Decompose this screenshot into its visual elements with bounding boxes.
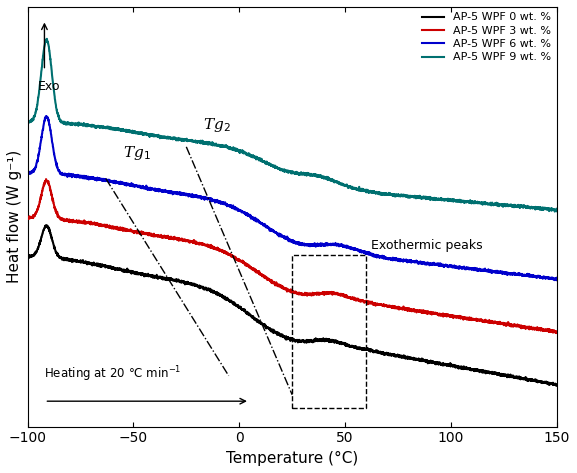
AP-5 WPF 9 wt. % — [85, 122, 92, 128]
AP-5 WPF 3 wt. % — [553, 330, 560, 336]
Line: AP-5 WPF 3 wt. %: AP-5 WPF 3 wt. % — [28, 179, 557, 333]
AP-5 WPF 0 wt. % — [553, 383, 560, 388]
AP-5 WPF 6 wt. % — [85, 174, 92, 179]
Text: Tg$_2$: Tg$_2$ — [203, 116, 231, 134]
AP-5 WPF 0 wt. % — [85, 260, 92, 265]
AP-5 WPF 9 wt. % — [43, 36, 50, 42]
Line: AP-5 WPF 6 wt. %: AP-5 WPF 6 wt. % — [28, 116, 557, 280]
Y-axis label: Heat flow (W g⁻¹): Heat flow (W g⁻¹) — [7, 150, 22, 283]
AP-5 WPF 3 wt. % — [43, 176, 50, 182]
AP-5 WPF 9 wt. % — [227, 145, 234, 150]
Line: AP-5 WPF 9 wt. %: AP-5 WPF 9 wt. % — [28, 39, 557, 211]
AP-5 WPF 0 wt. % — [43, 222, 50, 228]
AP-5 WPF 9 wt. % — [543, 206, 550, 212]
AP-5 WPF 6 wt. % — [116, 180, 123, 185]
AP-5 WPF 9 wt. % — [553, 208, 560, 214]
Text: Exo: Exo — [38, 79, 61, 93]
AP-5 WPF 3 wt. % — [85, 220, 92, 226]
Text: Tg$_1$: Tg$_1$ — [123, 144, 151, 162]
AP-5 WPF 6 wt. % — [250, 216, 257, 221]
AP-5 WPF 6 wt. % — [553, 278, 560, 283]
Text: Heating at 20 °C min$^{-1}$: Heating at 20 °C min$^{-1}$ — [44, 364, 182, 384]
AP-5 WPF 0 wt. % — [543, 380, 550, 385]
AP-5 WPF 9 wt. % — [116, 127, 123, 132]
AP-5 WPF 0 wt. % — [553, 383, 560, 388]
AP-5 WPF 0 wt. % — [227, 299, 234, 305]
AP-5 WPF 9 wt. % — [24, 119, 31, 125]
AP-5 WPF 6 wt. % — [24, 169, 31, 175]
AP-5 WPF 9 wt. % — [551, 209, 558, 214]
AP-5 WPF 0 wt. % — [24, 253, 31, 258]
AP-5 WPF 6 wt. % — [543, 274, 550, 280]
AP-5 WPF 9 wt. % — [250, 153, 257, 158]
AP-5 WPF 6 wt. % — [486, 269, 493, 274]
AP-5 WPF 6 wt. % — [43, 114, 50, 119]
Legend: AP-5 WPF 0 wt. %, AP-5 WPF 3 wt. %, AP-5 WPF 6 wt. %, AP-5 WPF 9 wt. %: AP-5 WPF 0 wt. %, AP-5 WPF 3 wt. %, AP-5… — [422, 12, 551, 62]
AP-5 WPF 3 wt. % — [116, 226, 123, 232]
AP-5 WPF 6 wt. % — [227, 203, 234, 209]
AP-5 WPF 9 wt. % — [486, 201, 493, 207]
AP-5 WPF 3 wt. % — [227, 252, 234, 257]
AP-5 WPF 0 wt. % — [250, 315, 257, 321]
AP-5 WPF 3 wt. % — [24, 215, 31, 221]
Bar — [292, 255, 366, 408]
AP-5 WPF 3 wt. % — [553, 329, 560, 335]
Text: Exothermic peaks: Exothermic peaks — [370, 238, 482, 252]
Line: AP-5 WPF 0 wt. %: AP-5 WPF 0 wt. % — [28, 225, 557, 385]
AP-5 WPF 0 wt. % — [116, 267, 123, 272]
X-axis label: Temperature (°C): Temperature (°C) — [226, 451, 358, 466]
AP-5 WPF 0 wt. % — [486, 371, 493, 377]
AP-5 WPF 3 wt. % — [250, 265, 257, 271]
AP-5 WPF 6 wt. % — [553, 277, 560, 282]
AP-5 WPF 3 wt. % — [486, 319, 493, 324]
AP-5 WPF 3 wt. % — [543, 327, 550, 333]
